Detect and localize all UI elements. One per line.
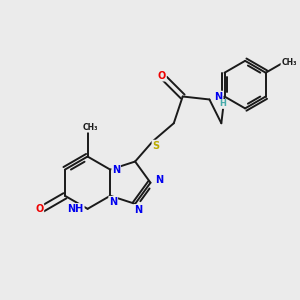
Text: CH₃: CH₃ <box>281 58 297 67</box>
Text: NH: NH <box>68 204 84 214</box>
Text: N: N <box>109 197 117 207</box>
Text: N: N <box>134 205 142 215</box>
Text: H: H <box>219 99 226 108</box>
Text: N: N <box>155 175 164 185</box>
Text: N: N <box>112 165 120 175</box>
Text: O: O <box>158 71 166 81</box>
Text: N: N <box>214 92 222 101</box>
Text: CH₃: CH₃ <box>83 123 98 132</box>
Text: S: S <box>152 140 160 151</box>
Text: O: O <box>35 204 44 214</box>
